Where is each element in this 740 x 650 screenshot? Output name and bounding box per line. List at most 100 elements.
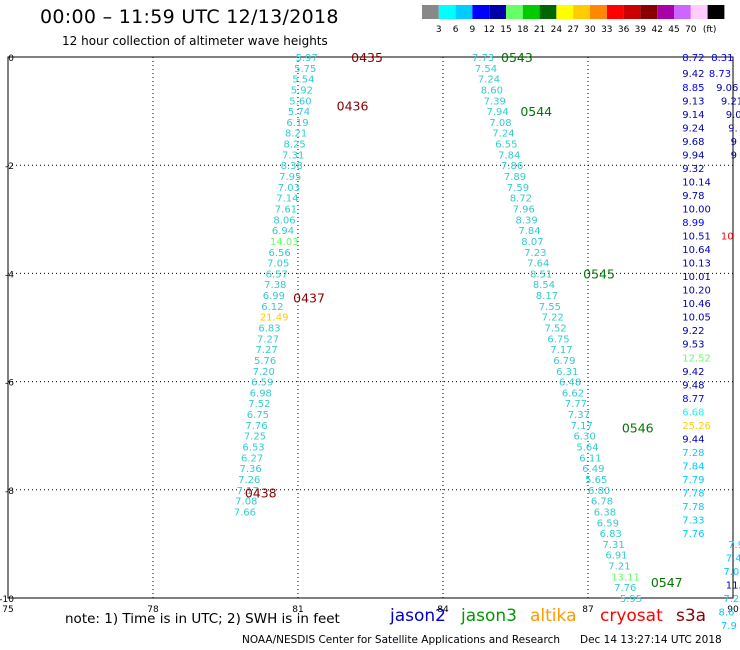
legend-label: 36 [618, 25, 630, 35]
wave-height-value: 6.48 [559, 378, 581, 389]
wave-height-value: 5.95 [620, 594, 642, 605]
wave-height-value: 5.60 [289, 96, 311, 107]
legend-label: 24 [551, 25, 563, 35]
wave-height-value: 7.61 [275, 204, 297, 215]
wave-height-value: 7.84 [682, 461, 704, 472]
wave-height-value: 6.55 [495, 140, 517, 151]
wave-height-value: 8.17 [536, 291, 558, 302]
wave-height-value: 8.73 [709, 69, 731, 80]
wave-height-value: 7.55 [539, 302, 561, 313]
wave-height-value: 10.64 [682, 245, 711, 256]
page-title: 00:00 – 11:59 UTC 12/13/2018 [40, 6, 339, 28]
legend-swatch [690, 5, 708, 19]
wave-height-value: 6.75 [547, 334, 569, 345]
wave-height-value: 7.78 [682, 489, 704, 500]
wave-height-value: 7.05 [267, 259, 289, 270]
wave-height-value: 14.03 [270, 237, 299, 248]
x-tick-label: 75 [2, 605, 13, 615]
wave-height-value: 7.03 [278, 183, 300, 194]
wave-height-value: 10.51 [682, 232, 711, 243]
pass-time-label: 0436 [337, 99, 369, 114]
wave-height-value: 7.2 [723, 594, 739, 605]
wave-height-value: 9.22 [682, 326, 704, 337]
wave-height-value: 6.31 [556, 367, 578, 378]
wave-height-value: 8.39 [516, 215, 538, 226]
wave-height-value: 6.38 [594, 507, 616, 518]
wave-height-value: 6.53 [242, 443, 264, 454]
wave-height-value: 7.14 [276, 194, 298, 205]
pass-time-label: 0546 [622, 421, 654, 436]
wave-height-value: 7.84 [498, 150, 520, 161]
wave-height-value: 6.99 [263, 291, 285, 302]
legend-swatch [640, 5, 658, 19]
wave-height-value: 9.24 [682, 123, 704, 134]
wave-height-value: 8.60 [481, 85, 503, 96]
wave-height-value: 7.54 [475, 64, 497, 75]
y-tick-label: -6 [5, 379, 14, 389]
wave-height-value: 7.22 [542, 313, 564, 324]
wave-height-value: 9.53 [682, 340, 704, 351]
wave-height-value: 6.57 [266, 269, 288, 280]
wave-height-value: 9.44 [682, 434, 704, 445]
pass-time-label: 0438 [245, 486, 277, 501]
legend-swatch [522, 5, 540, 19]
wave-height-value: 7.95 [279, 172, 301, 183]
wave-height-value: 6.83 [600, 529, 622, 540]
wave-height-value: 7.26 [238, 475, 260, 486]
wave-height-value: 6.27 [241, 453, 263, 464]
wave-height-value: 6.78 [591, 497, 613, 508]
wave-height-value: 7.76 [245, 421, 267, 432]
wave-height-value: 9 [731, 137, 737, 148]
wave-height-value: 8.72 [510, 194, 532, 205]
wave-height-value: 7.24 [478, 75, 500, 86]
wave-height-value: 12.52 [682, 353, 711, 364]
legend-swatch [573, 5, 590, 19]
wave-height-value: 13.11 [611, 572, 640, 583]
mission-jason2: jason2 [390, 606, 446, 626]
wave-height-value: 10.14 [682, 177, 711, 188]
wave-height-value: 7.86 [501, 161, 523, 172]
wave-height-value: 6.12 [261, 302, 283, 313]
wave-height-value: 7.59 [507, 183, 529, 194]
wave-height-value: 7.27 [255, 345, 277, 356]
legend-label: 39 [635, 25, 647, 35]
wave-height-value: 8.25 [284, 140, 306, 151]
wave-height-value: 5.75 [294, 64, 316, 75]
legend-label: 30 [584, 25, 596, 35]
x-tick-label: 81 [292, 605, 303, 615]
legend-swatch [422, 5, 439, 19]
legend-swatch [489, 5, 506, 19]
wave-height-value: 7.38 [264, 280, 286, 291]
wave-height-value: 8.06 [273, 215, 295, 226]
legend-label: 15 [500, 25, 511, 35]
wave-height-value: 7.64 [527, 259, 549, 270]
legend-swatch [657, 5, 674, 19]
wave-height-value: 7.79 [682, 475, 704, 486]
color-legend: 3 6 9 12 15 18 21 24 27 30 33 36 39 42 45 70 (ft) [422, 5, 725, 35]
wave-height-value: 10.46 [682, 299, 711, 310]
wave-height-value: 21.49 [260, 313, 289, 324]
legend-label: 70 [685, 25, 697, 35]
wave-height-value: 7.84 [518, 226, 540, 237]
wave-height-value: 7.76 [614, 583, 636, 594]
wave-height-value: 5.54 [292, 75, 314, 86]
wave-height-value: 5.65 [585, 475, 607, 486]
wave-height-value: 6.83 [258, 324, 280, 335]
wave-height-value: 8.51 [530, 269, 552, 280]
wave-height-value: 7.20 [253, 367, 275, 378]
wave-height-value: 9.06 [716, 83, 738, 94]
wave-height-value: 7.76 [682, 529, 704, 540]
wave-height-value: 9.13 [682, 96, 704, 107]
wave-height-value: 7.52 [248, 399, 270, 410]
wave-height-value: 7.39 [484, 96, 506, 107]
wave-height-value: 8.07 [521, 237, 543, 248]
wave-height-value: 7.94 [487, 107, 509, 118]
wave-height-value: 7.33 [682, 516, 704, 527]
wave-height-value: 8.72 [682, 53, 704, 64]
wave-height-value: 7.17 [571, 421, 593, 432]
wave-height-value: 7.27 [257, 334, 279, 345]
mission-s3a: s3a [676, 606, 707, 626]
pass-time-label: 0543 [501, 50, 533, 65]
wave-height-value: 9.14 [682, 110, 704, 121]
